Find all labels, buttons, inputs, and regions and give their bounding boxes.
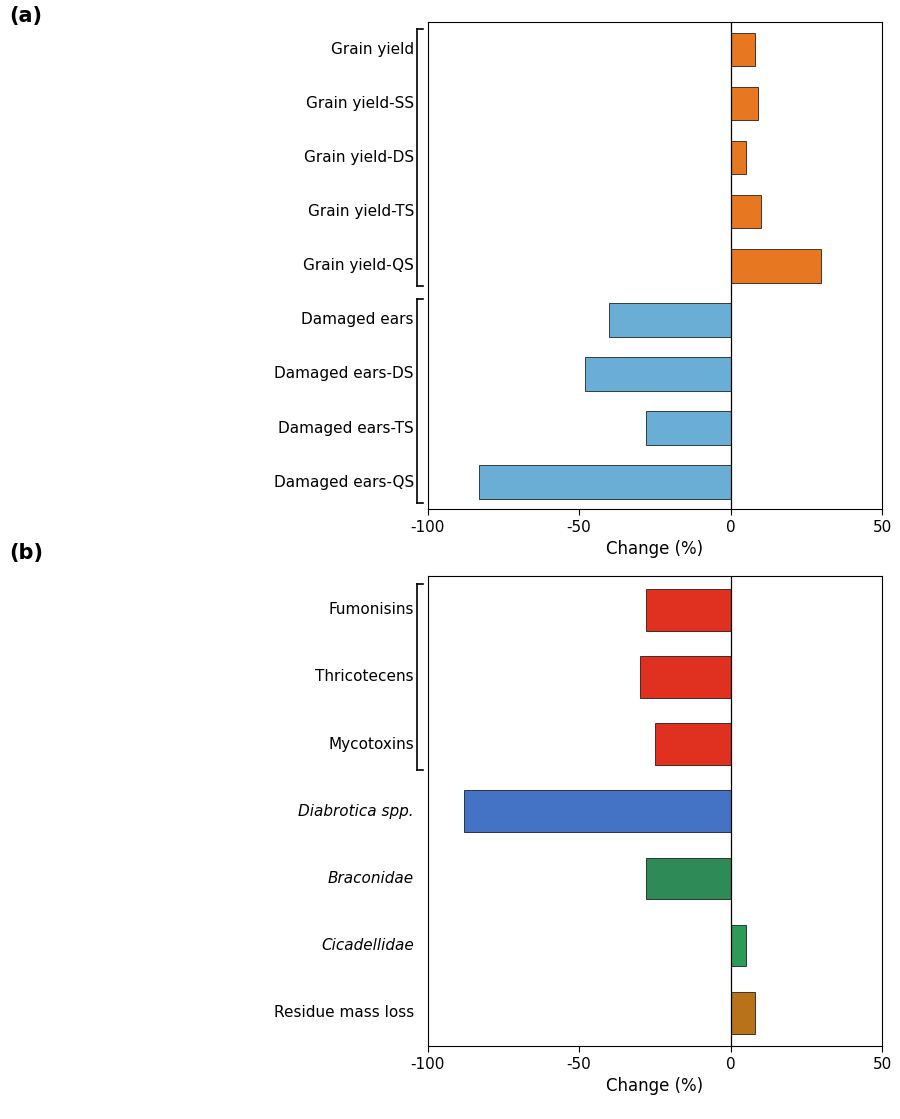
Text: Damaged ears-TS: Damaged ears-TS	[278, 421, 414, 435]
Text: Thricotecens: Thricotecens	[315, 669, 414, 685]
Text: Diabrotica spp.: Diabrotica spp.	[299, 803, 414, 819]
Bar	[731, 141, 745, 175]
Bar	[645, 857, 731, 900]
Text: Grain yield-QS: Grain yield-QS	[303, 258, 414, 273]
Bar	[640, 656, 731, 698]
Text: Damaged ears-DS: Damaged ears-DS	[274, 366, 414, 382]
Text: Residue mass loss: Residue mass loss	[274, 1005, 414, 1021]
Text: (a): (a)	[9, 6, 42, 26]
Text: (b): (b)	[9, 543, 43, 563]
Bar	[609, 303, 731, 337]
Text: Grain yield: Grain yield	[331, 41, 414, 57]
Text: Grain yield-TS: Grain yield-TS	[308, 204, 414, 219]
Text: Braconidae: Braconidae	[328, 871, 414, 886]
Bar	[731, 924, 745, 967]
Bar	[585, 357, 731, 391]
Bar	[645, 412, 731, 444]
Bar	[731, 195, 760, 228]
Bar	[731, 991, 755, 1034]
Bar	[645, 589, 731, 631]
Text: Grain yield-DS: Grain yield-DS	[304, 150, 414, 166]
Bar	[731, 250, 822, 282]
Bar	[464, 790, 731, 833]
Text: Mycotoxins: Mycotoxins	[328, 736, 414, 752]
Bar	[479, 466, 731, 499]
Text: Cicadellidae: Cicadellidae	[321, 938, 414, 953]
X-axis label: Change (%): Change (%)	[607, 540, 703, 558]
Bar	[655, 723, 731, 765]
Text: Grain yield-SS: Grain yield-SS	[306, 96, 414, 111]
Text: Fumonisins: Fumonisins	[328, 602, 414, 618]
X-axis label: Change (%): Change (%)	[607, 1078, 703, 1096]
Text: Damaged ears-QS: Damaged ears-QS	[274, 474, 414, 490]
Bar	[731, 87, 758, 120]
Text: Damaged ears: Damaged ears	[302, 312, 414, 328]
Bar	[731, 32, 755, 66]
